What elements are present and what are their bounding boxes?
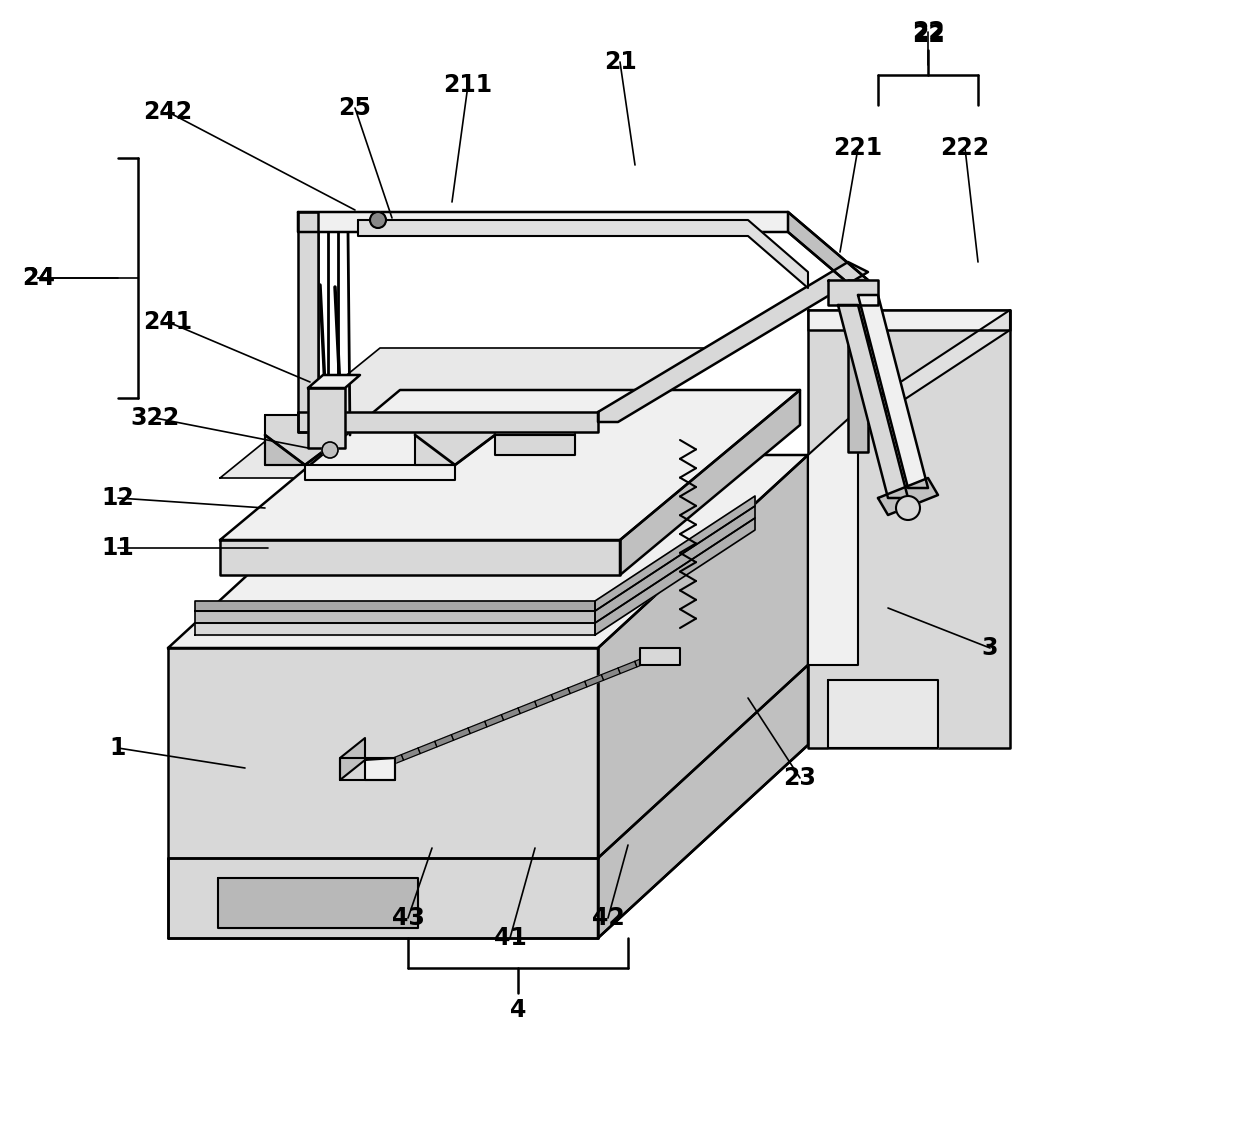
Text: 322: 322 <box>130 406 180 430</box>
Polygon shape <box>878 478 937 515</box>
Circle shape <box>322 442 339 458</box>
Polygon shape <box>402 748 420 760</box>
Polygon shape <box>808 409 858 665</box>
Polygon shape <box>595 518 755 635</box>
Text: 22: 22 <box>911 23 945 47</box>
Text: 22: 22 <box>911 19 945 44</box>
Polygon shape <box>858 295 928 487</box>
Polygon shape <box>848 280 868 452</box>
Polygon shape <box>808 310 1011 748</box>
Polygon shape <box>534 695 553 707</box>
Polygon shape <box>640 648 680 665</box>
Polygon shape <box>568 681 587 694</box>
Polygon shape <box>828 680 937 748</box>
Text: 24: 24 <box>21 266 55 290</box>
Text: 3: 3 <box>982 635 998 660</box>
Text: 221: 221 <box>833 136 883 159</box>
Polygon shape <box>365 758 396 780</box>
Polygon shape <box>518 701 537 713</box>
Polygon shape <box>219 540 620 575</box>
Polygon shape <box>787 212 868 301</box>
Polygon shape <box>467 721 487 734</box>
Text: 222: 222 <box>940 136 990 159</box>
Polygon shape <box>415 415 495 465</box>
Polygon shape <box>620 390 800 575</box>
Polygon shape <box>195 601 595 611</box>
Polygon shape <box>435 735 454 747</box>
Polygon shape <box>219 348 720 478</box>
Polygon shape <box>265 435 305 465</box>
Polygon shape <box>305 465 455 479</box>
Text: 12: 12 <box>102 486 134 510</box>
Polygon shape <box>167 858 598 938</box>
Polygon shape <box>167 455 808 648</box>
Polygon shape <box>167 648 598 858</box>
Text: 24: 24 <box>21 266 55 290</box>
Text: 11: 11 <box>102 536 134 560</box>
Polygon shape <box>501 708 521 720</box>
Polygon shape <box>384 755 403 767</box>
Text: 21: 21 <box>604 50 636 75</box>
Polygon shape <box>218 877 418 928</box>
Polygon shape <box>595 496 755 611</box>
Text: 241: 241 <box>144 310 192 334</box>
Polygon shape <box>340 738 365 780</box>
Polygon shape <box>368 762 387 773</box>
Polygon shape <box>598 455 808 858</box>
Polygon shape <box>298 212 868 301</box>
Text: 211: 211 <box>444 73 492 97</box>
Text: 42: 42 <box>591 906 625 930</box>
Polygon shape <box>601 668 620 680</box>
Polygon shape <box>598 262 868 422</box>
Circle shape <box>897 496 920 520</box>
Polygon shape <box>595 506 755 623</box>
Polygon shape <box>308 388 345 448</box>
Polygon shape <box>195 623 595 635</box>
Text: 1: 1 <box>110 736 126 760</box>
Text: 41: 41 <box>494 926 526 950</box>
Polygon shape <box>495 415 575 435</box>
Circle shape <box>370 212 386 228</box>
Text: 25: 25 <box>339 96 372 120</box>
Polygon shape <box>838 305 908 498</box>
Polygon shape <box>828 280 878 305</box>
Polygon shape <box>358 220 808 288</box>
Polygon shape <box>451 728 470 740</box>
Polygon shape <box>265 415 345 465</box>
Polygon shape <box>340 758 396 780</box>
Text: 242: 242 <box>144 100 192 124</box>
Polygon shape <box>618 662 637 673</box>
Polygon shape <box>495 435 575 455</box>
Polygon shape <box>418 741 436 754</box>
Polygon shape <box>598 665 808 938</box>
Polygon shape <box>585 674 604 687</box>
Polygon shape <box>298 212 317 432</box>
Polygon shape <box>195 611 595 623</box>
Text: 4: 4 <box>510 998 526 1022</box>
Polygon shape <box>858 310 1011 430</box>
Polygon shape <box>552 688 570 700</box>
Polygon shape <box>308 375 360 388</box>
Polygon shape <box>219 390 800 540</box>
Text: 43: 43 <box>392 906 424 930</box>
Polygon shape <box>298 412 598 432</box>
Polygon shape <box>808 310 1011 330</box>
Text: 23: 23 <box>784 766 816 790</box>
Polygon shape <box>651 648 671 661</box>
Polygon shape <box>485 715 503 727</box>
Polygon shape <box>635 655 653 666</box>
